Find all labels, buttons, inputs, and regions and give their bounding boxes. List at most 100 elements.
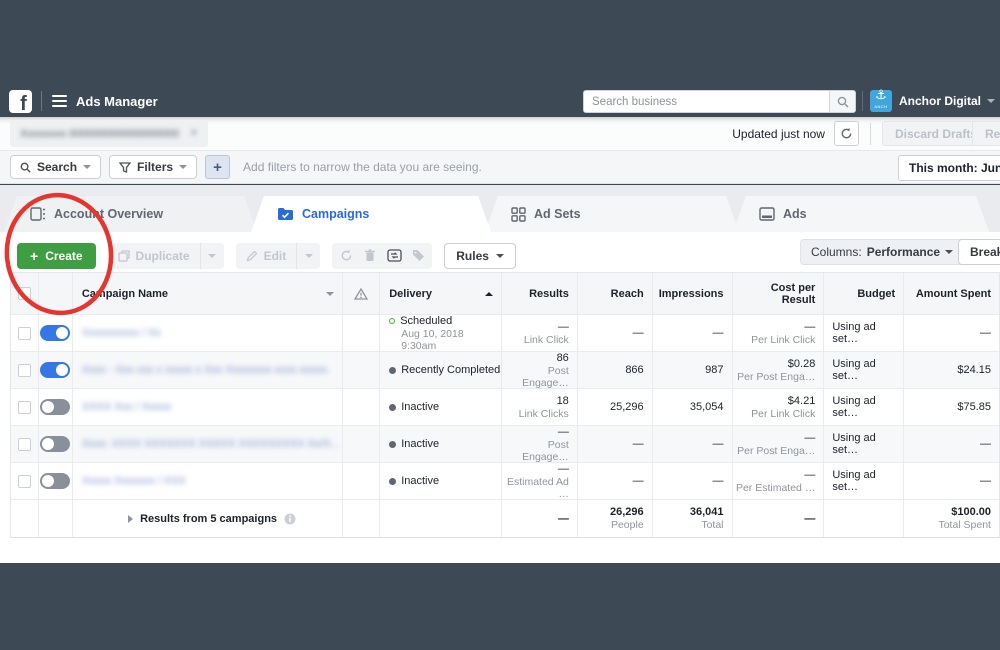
- campaign-row: XXXX Xxx / Xxxxx Inactive 18 Link Clicks …: [11, 389, 999, 426]
- expand-chevron-icon[interactable]: [128, 514, 134, 523]
- breakdown-button[interactable]: Breakdo: [958, 239, 1000, 265]
- row-checkbox[interactable]: [17, 363, 31, 377]
- tag-button[interactable]: [406, 243, 430, 269]
- tab-account-overview[interactable]: Account Overview: [4, 196, 257, 232]
- search-submit-button[interactable]: [829, 91, 855, 112]
- inactive-status-icon: [389, 440, 397, 448]
- close-icon[interactable]: ✕: [189, 128, 198, 139]
- account-tab-strip: Xxxxxxxx 000000000000000000 ✕ Updated ju…: [0, 117, 1000, 150]
- trash-icon: [365, 249, 376, 261]
- campaign-toggle[interactable]: [40, 325, 71, 341]
- tab-campaigns[interactable]: Campaigns: [251, 196, 491, 232]
- campaign-name-redacted[interactable]: Xxxx - Xxx xxx x xxxxx x Xxx Xxxxxxxx xx…: [81, 364, 330, 376]
- delete-button[interactable]: [358, 243, 382, 269]
- campaign-row: Xxxxxxxxxx / Xx Scheduled Aug 10, 2018 9…: [11, 315, 999, 352]
- edit-button[interactable]: Edit: [235, 242, 297, 269]
- row-checkbox[interactable]: [17, 474, 31, 488]
- header-warning: [343, 273, 381, 314]
- search-dropdown-button[interactable]: Search: [10, 155, 102, 179]
- warning-triangle-icon: [354, 287, 369, 300]
- search-business-input[interactable]: [584, 91, 829, 112]
- caret-down-icon: [304, 253, 313, 258]
- delivery-cell: Scheduled Aug 10, 2018 9:30am: [380, 315, 502, 351]
- header-reach[interactable]: Reach: [578, 273, 653, 314]
- campaign-name-redacted[interactable]: Xxxxx Xxxxxxx / XXX: [81, 475, 186, 487]
- campaign-name-redacted[interactable]: Xxxx: XXXX XXXXXXX XXXXX XXXXXXXXX Xx/X.…: [81, 438, 340, 450]
- campaign-row: Xxxx: XXXX XXXXXXX XXXXX XXXXXXXXX Xx/X.…: [11, 426, 999, 463]
- plus-icon: +: [30, 247, 39, 264]
- duplicate-icon: [117, 249, 130, 262]
- campaign-toggle[interactable]: [40, 436, 71, 452]
- header-results[interactable]: Results: [502, 273, 578, 314]
- filters-dropdown-button[interactable]: Filters: [109, 155, 198, 179]
- caret-down-icon: [495, 253, 504, 258]
- date-range-button[interactable]: This month: Jun 1, 2: [898, 155, 1000, 181]
- completed-status-icon: [389, 366, 397, 374]
- campaigns-panel: + Create Duplicate Edit: [0, 232, 1000, 563]
- refresh-button[interactable]: [833, 121, 859, 146]
- summary-row: Results from 5 campaigns — 26,296 People …: [11, 500, 999, 538]
- campaign-toggle[interactable]: [40, 399, 71, 415]
- chevron-down-icon: [987, 99, 995, 103]
- edit-dropdown-button[interactable]: [296, 242, 321, 269]
- tab-ads[interactable]: Ads: [733, 196, 989, 232]
- ab-test-button[interactable]: [382, 243, 406, 269]
- header-amount-spent[interactable]: Amount Spent: [915, 287, 991, 300]
- campaign-name-redacted[interactable]: XXXX Xxx / Xxxxx: [81, 401, 172, 413]
- columns-button[interactable]: Columns: Performance: [800, 239, 965, 265]
- add-filter-button[interactable]: +: [205, 155, 231, 179]
- summary-label: Results from 5 campaigns: [140, 512, 278, 525]
- duplicate-button[interactable]: Duplicate: [107, 242, 200, 269]
- scheduled-status-icon: [389, 317, 396, 324]
- updated-status: Updated just now: [732, 126, 825, 141]
- caret-down-icon: [326, 291, 335, 296]
- header-budget[interactable]: Budget: [824, 273, 905, 314]
- inactive-status-icon: [389, 477, 397, 485]
- select-all-cell: [11, 273, 39, 314]
- header-impressions[interactable]: Impressions: [653, 273, 733, 314]
- business-avatar[interactable]: ⚓ ANCH: [869, 88, 892, 112]
- app-title: Ads Manager: [76, 93, 158, 109]
- ad-account-tab[interactable]: Xxxxxxxx 000000000000000000 ✕: [10, 120, 208, 147]
- search-icon: [20, 162, 31, 173]
- table-header-row: Campaign Name Delivery Results Reach Imp…: [11, 273, 999, 315]
- ab-test-icon: [387, 249, 402, 262]
- hamburger-menu-icon[interactable]: [52, 95, 67, 107]
- top-nav-bar: f Ads Manager ⚓ANCH Anchor Digital: [0, 85, 1000, 117]
- ad-sets-grid-icon: [511, 207, 526, 222]
- divider: [869, 122, 871, 145]
- caret-down-icon: [179, 165, 188, 169]
- nav-divider: [41, 91, 42, 111]
- filter-placeholder-text: Add filters to narrow the data you are s…: [243, 160, 482, 174]
- account-menu[interactable]: Anchor Digital: [899, 94, 995, 108]
- business-search-box: [583, 90, 856, 113]
- review-button[interactable]: Revi: [972, 121, 1000, 146]
- history-button[interactable]: [334, 243, 358, 269]
- header-delivery[interactable]: Delivery: [380, 273, 502, 314]
- row-checkbox[interactable]: [17, 326, 31, 340]
- create-button[interactable]: + Create: [17, 242, 96, 269]
- campaign-toggle[interactable]: [40, 362, 71, 378]
- delivery-cell: Inactive: [380, 426, 502, 462]
- facebook-logo[interactable]: f: [9, 89, 32, 113]
- row-checkbox[interactable]: [17, 437, 31, 451]
- campaign-row: Xxxx - Xxx xxx x xxxxx x Xxx Xxxxxxxx xx…: [11, 352, 999, 389]
- campaigns-folder-icon: [277, 207, 294, 221]
- campaign-toggle[interactable]: [40, 473, 71, 489]
- tab-ad-sets[interactable]: Ad Sets: [485, 196, 739, 232]
- duplicate-dropdown-button[interactable]: [199, 242, 224, 269]
- header-cost-per-result[interactable]: Cost per Result: [733, 273, 825, 314]
- info-icon[interactable]: [284, 513, 296, 525]
- filter-funnel-icon: [119, 161, 132, 173]
- campaign-row: Xxxxx Xxxxxxx / XXX Inactive — Estimated …: [11, 463, 999, 500]
- header-campaign-name[interactable]: Campaign Name: [73, 273, 344, 314]
- account-id-redacted: Xxxxxxxx 000000000000000000: [20, 127, 180, 140]
- filter-bar: Search Filters + Add filters to narrow t…: [0, 150, 1000, 184]
- delivery-cell: Inactive: [380, 463, 502, 499]
- campaign-name-redacted[interactable]: Xxxxxxxxxx / Xx: [81, 327, 161, 339]
- rules-button[interactable]: Rules: [444, 242, 516, 269]
- select-all-checkbox[interactable]: [17, 287, 31, 300]
- discard-drafts-button[interactable]: Discard Drafts: [881, 121, 990, 146]
- row-checkbox[interactable]: [17, 400, 31, 414]
